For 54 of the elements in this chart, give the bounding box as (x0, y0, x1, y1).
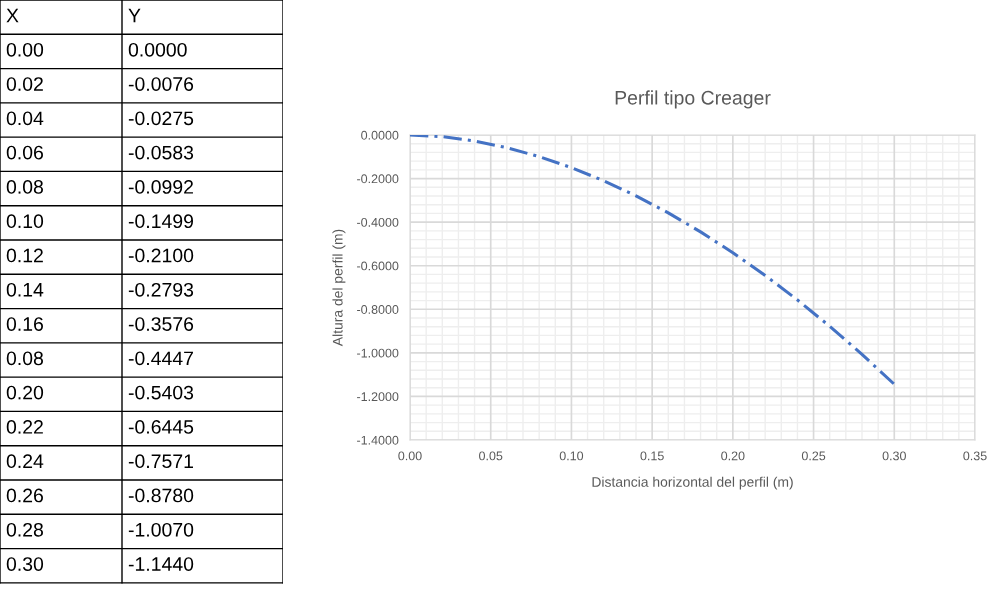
text: -0.0992 (128, 180, 193, 194)
text: 0.22 (6, 420, 43, 434)
text: -0.0583 (128, 145, 194, 160)
text: 0.14 (6, 282, 44, 297)
text: -0.5403 (128, 385, 194, 400)
text: -1.0070 (128, 522, 194, 537)
text: 0.10 (6, 214, 44, 229)
x-tick-label: 0.30 (882, 451, 906, 461)
y-tick-label: -1.2000 (357, 392, 399, 402)
text: 0.24 (6, 454, 44, 469)
text: 0.06 (6, 145, 43, 160)
y-tick-label: -1.0000 (357, 348, 399, 358)
text: 0.04 (6, 111, 44, 126)
text: 0.20 (6, 385, 44, 400)
x-tick-label: 0.15 (640, 451, 664, 461)
text: -0.1499 (128, 214, 194, 229)
y-tick-label: -0.4000 (357, 217, 399, 227)
chart-title: Perfil tipo Creager (615, 90, 771, 109)
x-axis-title: Distancia horizontal del perfil (m) (592, 476, 793, 490)
x-tick-label: 0.20 (721, 451, 745, 461)
text: -0.7571 (128, 454, 193, 469)
line-series (410, 135, 896, 386)
x-tick-label: 0.10 (559, 451, 584, 461)
text: -0.0275 (128, 111, 194, 126)
text: 0.28 (6, 522, 43, 537)
text: -0.2100 (128, 248, 194, 263)
text: -0.0076 (128, 77, 194, 91)
text: 0.12 (6, 248, 43, 263)
text: 0.30 (6, 557, 44, 571)
x-tick-label: 0.05 (479, 451, 503, 461)
y-tick-label: -0.6000 (357, 261, 399, 271)
text: 0.26 (6, 488, 43, 503)
text: 0.08 (6, 180, 43, 194)
y-axis-title: Altura del perfil (m) (332, 229, 346, 347)
text: 0.02 (6, 77, 43, 91)
text: 0.16 (6, 317, 43, 331)
text: 0.08 (6, 351, 43, 366)
text: -0.4447 (128, 351, 193, 366)
y-tick-label: 0.0000 (361, 130, 399, 140)
y-tick-label: -0.2000 (357, 174, 399, 184)
x-tick-label: 0.35 (963, 451, 987, 461)
y-tick-label: -0.8000 (357, 305, 399, 314)
y-tick-label: -1.4000 (357, 435, 399, 445)
category-label: X (6, 8, 19, 23)
text: 0.00 (6, 42, 44, 57)
text: 0.0000 (128, 42, 187, 57)
text: -1.1440 (128, 557, 194, 571)
x-tick-label: 0.25 (801, 451, 826, 461)
text: -0.6445 (128, 420, 194, 434)
text: -0.8780 (128, 488, 194, 503)
category-label: Y (128, 8, 141, 23)
text: -0.3576 (128, 317, 194, 331)
text: -0.2793 (128, 282, 194, 297)
x-tick-label: 0.00 (398, 451, 422, 461)
